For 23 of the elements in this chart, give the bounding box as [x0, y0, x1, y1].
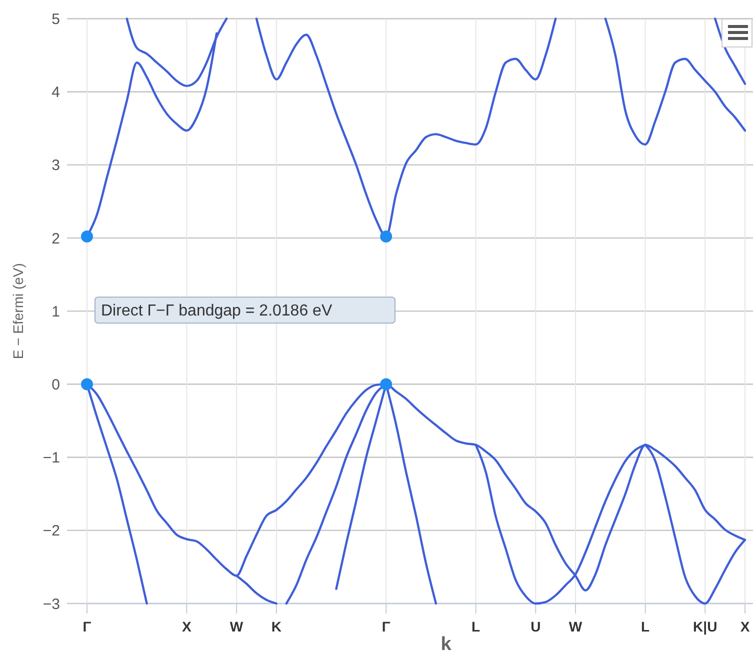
y-tick-label: 4: [52, 84, 60, 102]
y-tick-label: 2: [52, 230, 60, 248]
x-tick-label: Γ: [382, 618, 391, 634]
x-tick-label: W: [568, 618, 583, 634]
x-tick-label: K|U: [693, 618, 718, 636]
y-tick-label: 3: [52, 157, 60, 174]
x-tick-label: U: [530, 618, 541, 634]
x-tick-label: X: [740, 618, 750, 634]
y-axis-title: E − Efermi (eV): [10, 263, 26, 360]
y-tick-label: 1: [52, 303, 60, 320]
annotation: Direct Γ−Γ bandgap = 2.0186 eV: [101, 302, 332, 320]
x-tick-label: W: [230, 618, 244, 634]
x-axis-title: k: [440, 634, 452, 655]
y-tick-label: −1: [42, 450, 60, 467]
x-tick-label: L: [641, 618, 650, 634]
x-tick-label: K: [271, 618, 282, 634]
x-tick-label: X: [182, 618, 192, 634]
y-tick-label: 5: [52, 10, 60, 28]
y-tick-label: 0: [52, 376, 60, 394]
y-tick-label: −2: [42, 522, 60, 540]
x-tick-label: L: [472, 618, 481, 634]
y-tick-label: −3: [42, 596, 60, 613]
x-tick-label: Γ: [82, 618, 92, 634]
